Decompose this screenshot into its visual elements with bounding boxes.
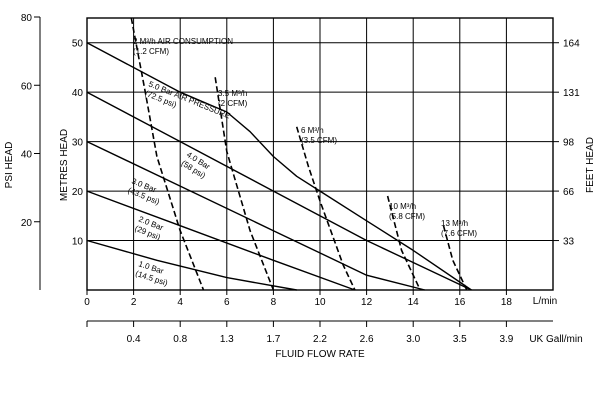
psi-tick-label: 40 <box>21 150 33 161</box>
gallon-tick-label: 2.6 <box>360 334 374 345</box>
y-tick-label: 50 <box>72 39 84 50</box>
series-label-line1: 13 M³/h <box>441 219 468 228</box>
axes <box>34 16 559 327</box>
air-consumption-line <box>295 126 356 291</box>
series-label: 13 M³/h(7.6 CFM) <box>441 219 477 238</box>
x-tick-label: 18 <box>501 297 513 308</box>
air-consumption-line <box>214 77 275 291</box>
series-label-line2: (1.2 CFM) <box>133 47 169 56</box>
series-label: 3.5 M³/h(2 CFM) <box>218 89 248 108</box>
pressure-line <box>86 190 356 291</box>
grid-lines <box>87 18 553 290</box>
gallon-tick-label: 1.3 <box>220 334 234 345</box>
y-tick-label: 20 <box>72 187 84 198</box>
feet-tick-label: 164 <box>563 39 580 50</box>
x-tick-label: 8 <box>271 297 277 308</box>
x-tick-label: 14 <box>408 297 420 308</box>
gallon-tick-label: 0.8 <box>173 334 187 345</box>
x-tick-label: 12 <box>361 297 373 308</box>
psi-tick-label: 80 <box>21 13 33 24</box>
gallon-tick-label: 1.7 <box>266 334 280 345</box>
series-label: 2 M³/h AIR CONSUMPTION(1.2 CFM) <box>133 37 233 56</box>
feet-tick-label: 131 <box>563 88 580 99</box>
series-label: 3.0 Bar(43.5 psi) <box>127 177 162 207</box>
series-label-line1: 6 M³/h <box>301 126 324 135</box>
series-lines <box>86 17 472 291</box>
air-consumption-line <box>130 17 205 291</box>
y-axis-label: METRES HEAD <box>59 129 70 201</box>
pressure-line <box>86 91 472 291</box>
series-label: 1.0 Bar(14.5 psi) <box>134 259 169 287</box>
feet-tick-label: 33 <box>563 237 575 248</box>
feet-tick-label: 66 <box>563 187 575 198</box>
gallon-tick-label: 2.2 <box>313 334 327 345</box>
x-tick-label: 10 <box>314 297 326 308</box>
x-tick-label: 4 <box>177 297 183 308</box>
series-label: 6 M³/h(3.5 CFM) <box>301 126 337 145</box>
series-label: 10 M³/h(5.8 CFM) <box>389 202 425 221</box>
gallon-tick-label: 3.9 <box>499 334 513 345</box>
psi-tick-label: 20 <box>21 218 33 229</box>
x-axis-unit-label: L/min <box>533 296 557 307</box>
gallon-tick-label: 3.0 <box>406 334 420 345</box>
series-label-line2: (3.5 CFM) <box>301 136 337 145</box>
x-tick-label: 2 <box>131 297 137 308</box>
series-label-line2: (2 CFM) <box>218 99 248 108</box>
y-axis-right-label: FEET HEAD <box>585 137 596 193</box>
pressure-line <box>86 42 472 291</box>
pressure-line <box>86 239 297 291</box>
air-consumption-line <box>386 195 421 291</box>
y-tick-label: 10 <box>72 237 84 248</box>
series-label: 4.0 Bar(58 psi) <box>180 150 212 180</box>
series-label-line1: 10 M³/h <box>389 202 416 211</box>
series-label-line1: 3.5 M³/h <box>218 89 247 98</box>
x-tick-label: 6 <box>224 297 230 308</box>
x-tick-label: 0 <box>84 297 90 308</box>
tick-labels: 0 2 4 6 8 10 12 14 16 18 10 20 30 40 50 20 40 60 80 33 66 98 1… <box>21 13 580 345</box>
x-axis-label: FLUID FLOW RATE <box>275 349 365 360</box>
gallon-tick-label: 0.4 <box>127 334 141 345</box>
y-tick-label: 40 <box>72 88 84 99</box>
series-label-line2: (7.6 CFM) <box>441 229 477 238</box>
gallon-tick-label: 3.5 <box>453 334 467 345</box>
series-label-line1: 2 M³/h AIR CONSUMPTION <box>133 37 233 46</box>
x-tick-label: 16 <box>454 297 466 308</box>
y-axis-left-label: PSI HEAD <box>4 142 15 189</box>
air-consumption-line <box>442 225 468 291</box>
x2-axis-unit-label: UK Gall/min <box>529 334 582 345</box>
feet-tick-label: 98 <box>563 138 575 149</box>
y-tick-label: 30 <box>72 138 84 149</box>
psi-tick-label: 60 <box>21 81 33 92</box>
series-label-line2: (5.8 CFM) <box>389 212 425 221</box>
series-labels: 5.0 Bar AIR PRESSURE(72.5 psi)4.0 Bar(58… <box>127 37 478 288</box>
pressure-line <box>86 140 425 291</box>
